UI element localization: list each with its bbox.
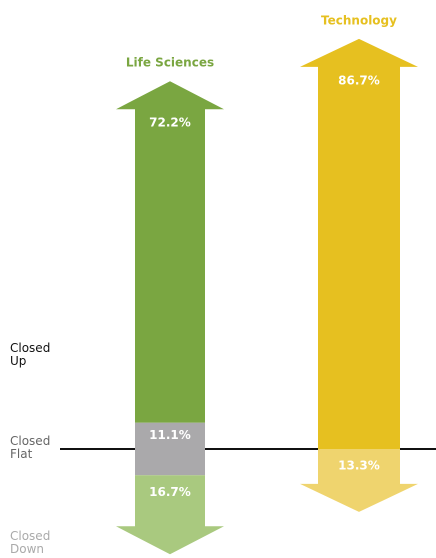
down-arrow	[116, 475, 224, 555]
series-label: Life Sciences	[126, 56, 214, 70]
value-label: 86.7%	[338, 73, 380, 87]
up-arrow	[300, 38, 418, 450]
category-label: Closed Flat	[10, 434, 51, 461]
down-arrow	[300, 449, 418, 512]
value-label: 11.1%	[149, 428, 191, 442]
value-label: 16.7%	[149, 485, 191, 499]
category-label: Closed Up	[10, 341, 51, 368]
value-label: 13.3%	[338, 459, 380, 473]
category-label: Closed Down	[10, 529, 51, 556]
flat-bar	[135, 422, 205, 476]
up-arrow	[116, 81, 224, 423]
series-label: Technology	[321, 13, 397, 27]
value-label: 72.2%	[149, 116, 191, 130]
